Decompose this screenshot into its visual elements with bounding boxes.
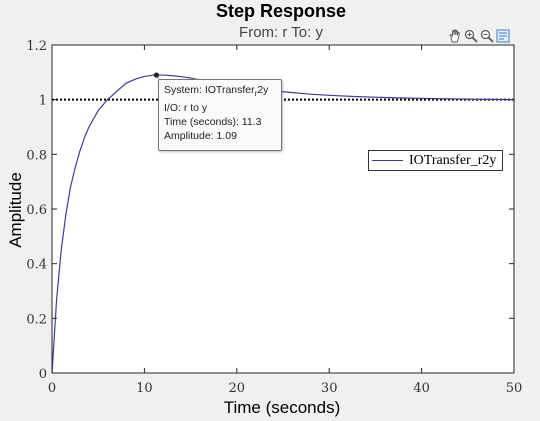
y-tick-label: 0.2 — [26, 312, 47, 327]
datatip-system: System: IOTransferr2y — [164, 84, 269, 99]
zoom-out-icon[interactable] — [479, 28, 494, 43]
y-tick-label: 0.4 — [26, 258, 47, 273]
x-tick-label: 50 — [506, 381, 523, 396]
legend-label: IOTransfer_r2y — [409, 152, 497, 168]
datatip-time: Time (seconds): 11.3 — [164, 116, 262, 129]
legend-swatch — [372, 160, 403, 161]
axes-box — [51, 44, 515, 374]
legend[interactable]: IOTransfer_r2y — [368, 150, 503, 171]
y-tick-label: 0.6 — [26, 203, 47, 218]
y-axis-label: Amplitude — [6, 172, 25, 248]
series-line-iotransfer-r2y — [51, 74, 515, 374]
data-cursor-icon[interactable] — [495, 28, 510, 43]
axes-area — [52, 45, 514, 373]
x-tick-label: 20 — [229, 381, 246, 396]
y-tick-label: 1.2 — [26, 39, 47, 54]
zoom-in-icon[interactable] — [463, 28, 478, 43]
y-tick-label: 0 — [39, 367, 47, 382]
x-tick-label: 30 — [321, 381, 338, 396]
hand-pan-icon[interactable] — [447, 28, 462, 43]
chart-title: Step Response — [215, 1, 347, 21]
y-tick-label: 0.8 — [26, 148, 47, 163]
datatip[interactable]: System: IOTransferr2y I/O: r to y Time (… — [158, 79, 282, 151]
axes-toolbar — [447, 28, 510, 43]
x-tick-label: 10 — [136, 381, 153, 396]
x-tick-label: 40 — [413, 381, 430, 396]
datatip-amplitude: Amplitude: 1.09 — [164, 130, 237, 143]
datatip-marker[interactable] — [153, 72, 160, 78]
x-axis-label: Time (seconds) — [223, 398, 341, 417]
y-tick-label: 1 — [39, 94, 47, 109]
chart-subtitle: From: r To: y — [239, 24, 323, 41]
x-tick-label: 0 — [48, 381, 56, 396]
datatip-io: I/O: r to y — [164, 102, 208, 115]
